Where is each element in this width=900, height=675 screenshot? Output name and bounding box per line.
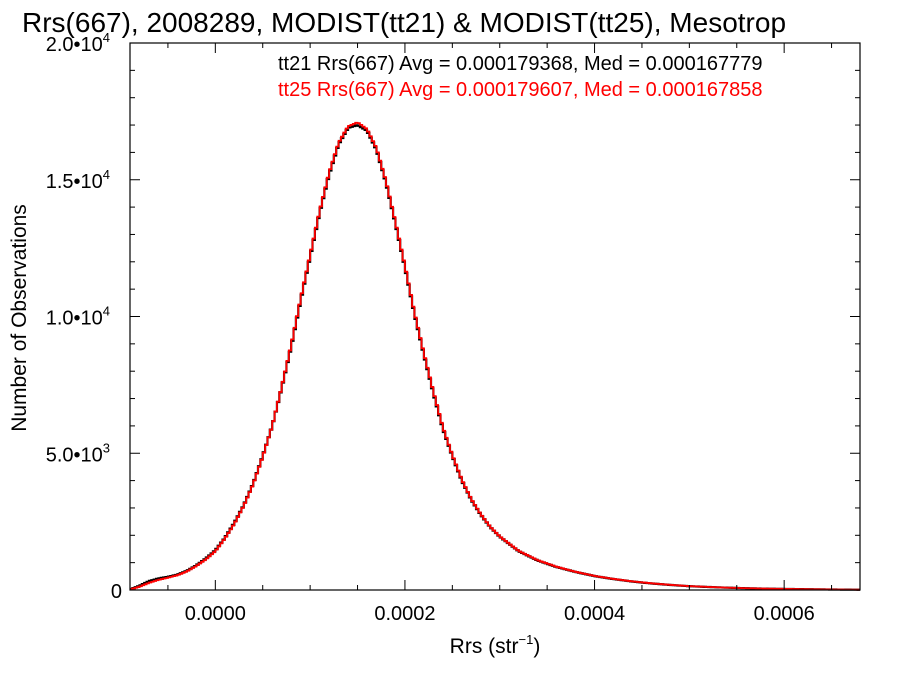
y-tick-labels: 0 5.0•103 1.0•104 1.5•104 2.0•104 <box>46 30 122 603</box>
plot-area <box>129 42 861 591</box>
x-tick-label: 0.0004 <box>564 603 625 625</box>
tick-layer <box>130 42 860 591</box>
x-tick-label: 0.0000 <box>185 603 246 625</box>
y-tick-label: 1.0•104 <box>46 304 110 330</box>
y-tick-label: 5.0•103 <box>46 440 110 466</box>
legend-entry-tt21: tt21 Rrs(667) Avg = 0.000179368, Med = 0… <box>278 53 762 75</box>
series-line-tt25 <box>130 121 860 591</box>
series-layer <box>130 121 860 591</box>
y-axis-label: Number of Observations <box>8 204 31 432</box>
x-tick-label: 0.0002 <box>374 603 435 625</box>
x-tick-label: 0.0006 <box>754 603 815 625</box>
x-axis-label: Rrs (str−1) <box>450 632 541 658</box>
x-tick-labels: 0.0000 0.0002 0.0004 0.0006 <box>185 603 815 625</box>
chart-title: Rrs(667), 2008289, MODIST(tt21) & MODIST… <box>22 7 786 38</box>
y-tick-label: 1.5•104 <box>46 167 110 193</box>
y-tick-label: 0 <box>111 581 122 603</box>
legend-entry-tt25: tt25 Rrs(667) Avg = 0.000179607, Med = 0… <box>278 79 762 101</box>
legend: tt21 Rrs(667) Avg = 0.000179368, Med = 0… <box>278 53 762 101</box>
y-tick-label: 2.0•104 <box>46 30 110 56</box>
